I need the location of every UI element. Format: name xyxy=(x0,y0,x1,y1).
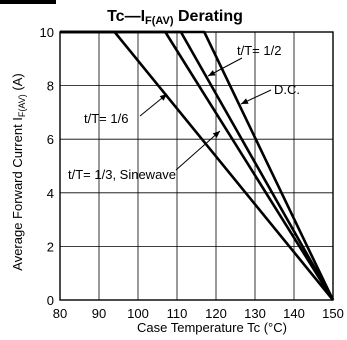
annotations: t/T= 1/2 D.C. t/T= 1/6 t/T= 1/3, Sinewave xyxy=(68,43,300,182)
x-axis-label: Case Temperature Tc (°C) xyxy=(137,320,287,335)
tick-labels: 80 90 100 110 120 130 140 150 0 2 4 6 8 10 xyxy=(40,25,344,321)
y-tick-label: 8 xyxy=(47,79,54,94)
y-tick-label: 6 xyxy=(47,132,54,147)
grid-lines xyxy=(60,32,333,300)
y-axis-label: Average Forward Current IF(AV) (A) xyxy=(10,73,27,270)
x-tick-label: 120 xyxy=(205,306,227,321)
annotation-label: t/T= 1/2 xyxy=(237,43,281,58)
y-tick-label: 2 xyxy=(47,239,54,254)
plot-border xyxy=(59,31,334,301)
y-tick-label: 10 xyxy=(40,25,54,40)
series-line-2 xyxy=(60,30,335,301)
annotation-arrow-head xyxy=(212,131,220,138)
annotation-arrow-head xyxy=(208,70,216,76)
series-line-3 xyxy=(60,30,335,301)
plot-frame xyxy=(59,31,334,301)
x-tick-label: 110 xyxy=(167,306,188,321)
annotation-arrow-line xyxy=(175,130,221,171)
annotation-arrow-head xyxy=(159,94,167,101)
x-tick-label: 130 xyxy=(244,306,266,321)
chart-title: Tc—IF(AV) Derating xyxy=(107,8,243,27)
series-line-1 xyxy=(60,30,335,301)
y-tick-label: 4 xyxy=(47,186,54,201)
title-tab-bar xyxy=(0,0,56,4)
annotation-label: D.C. xyxy=(274,82,300,97)
x-tick-label: 140 xyxy=(283,306,305,321)
annotation-arrow-head xyxy=(241,98,249,104)
x-tick-label: 100 xyxy=(127,306,149,321)
series-line-4 xyxy=(60,30,335,301)
annotation-label: t/T= 1/3, Sinewave xyxy=(68,167,176,182)
x-tick-label: 90 xyxy=(92,306,106,321)
y-tick-label: 0 xyxy=(47,293,54,308)
x-tick-label: 150 xyxy=(322,306,344,321)
series-lines xyxy=(60,30,335,301)
annotation-label: t/T= 1/6 xyxy=(84,111,128,126)
x-tick-label: 80 xyxy=(53,306,67,321)
